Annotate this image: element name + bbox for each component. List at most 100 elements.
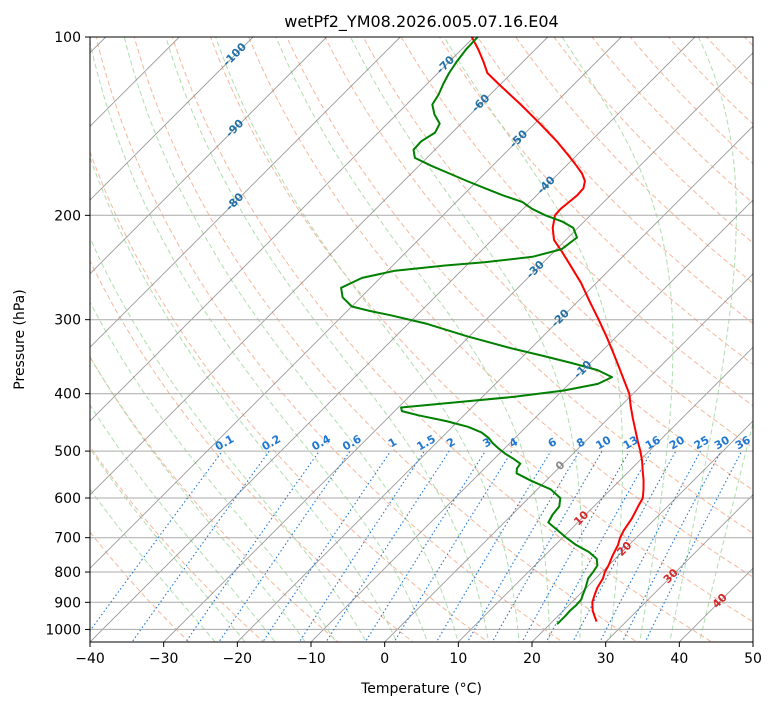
- isotherm-line: [90, 37, 254, 201]
- x-tick-label: 10: [449, 651, 467, 667]
- mixing-ratio-line: [491, 450, 603, 642]
- moist-adiabat-line: [699, 421, 753, 642]
- moist-adiabat-line: [443, 37, 623, 642]
- isotherm-label: 40: [710, 591, 730, 611]
- mixing-ratio-label: 20: [667, 433, 687, 452]
- mixing-ratio-label: 8: [574, 435, 587, 450]
- moist-adiabat-line: [90, 355, 307, 642]
- dry-adiabat-line: [743, 37, 753, 47]
- dewpoint-profile-line: [340, 37, 613, 625]
- mixing-ratio-label: 16: [643, 433, 663, 452]
- x-tick-label: −10: [296, 651, 326, 667]
- dry-adiabat-line: [90, 150, 489, 642]
- x-tick-label: −20: [223, 651, 253, 667]
- x-tick-label: 30: [597, 651, 615, 667]
- mixing-ratio-line: [599, 450, 701, 642]
- isotherm-line: [90, 37, 696, 642]
- dry-adiabat-line: [477, 37, 753, 325]
- mixing-ratio-line: [393, 450, 513, 642]
- mixing-ratio-line: [90, 450, 223, 632]
- isotherm-line: [163, 52, 753, 642]
- isotherm-line: [90, 37, 475, 422]
- dry-adiabat-line: [553, 37, 753, 244]
- mixing-ratio-line: [298, 450, 425, 642]
- x-tick-label: 40: [670, 651, 688, 667]
- isotherm-line: [678, 567, 753, 642]
- moist-adiabat-line: [123, 37, 459, 642]
- dry-adiabat-line: [286, 37, 753, 534]
- isotherm-line: [605, 494, 753, 642]
- isotherm-line: [90, 37, 622, 569]
- y-tick-label: 800: [54, 565, 81, 581]
- y-tick-label: 400: [54, 387, 81, 403]
- x-tick-label: −40: [75, 651, 105, 667]
- y-tick-label: 200: [54, 208, 81, 224]
- y-tick-label: 1000: [45, 622, 81, 638]
- mixing-ratio-label: 0.4: [310, 432, 334, 453]
- x-tick-label: 0: [380, 651, 389, 667]
- isotherm-label: -100: [220, 40, 249, 69]
- moist-adiabat-line: [350, 37, 583, 642]
- mixing-ratio-label: 4: [507, 435, 520, 450]
- plot-frame: [89, 36, 754, 643]
- dry-adiabat-line: [90, 259, 414, 642]
- mixing-ratio-label: 1.5: [414, 432, 437, 453]
- dry-adiabat-line: [705, 37, 753, 86]
- y-tick-label: 500: [54, 444, 81, 460]
- dry-adiabat-line: [515, 37, 753, 284]
- mixing-ratio-line: [621, 450, 722, 642]
- mixing-ratio-line: [435, 450, 552, 642]
- isotherm-line: [310, 199, 753, 642]
- mixing-ratio-label: 30: [712, 433, 732, 452]
- chart-title: wetPf2_YM08.2026.005.07.16.E04: [284, 12, 558, 32]
- isotherm-line: [384, 273, 753, 642]
- isotherm-label: -50: [507, 127, 530, 150]
- line-label-layer: 0.1 0.2 0.4 0.6 1 1.5 2 3 4 6 8 10 13 16 20 25 30 36-100-…: [213, 40, 753, 611]
- x-tick-label: −30: [149, 651, 179, 667]
- dry-adiabat-line: [591, 37, 753, 204]
- moist-adiabat-line: [90, 447, 246, 642]
- dry-adiabat-line: [90, 531, 190, 642]
- moist-adiabat-line: [90, 155, 398, 642]
- y-tick-label: 100: [54, 30, 81, 46]
- y-tick-label: 300: [54, 313, 81, 329]
- moist-adiabat-line: [561, 37, 674, 642]
- x-axis-label: Temperature (°C): [360, 681, 482, 697]
- mixing-ratio-line: [325, 450, 450, 642]
- tick-layer: −40 −30 −20 −10 0 10 20 30 40 50 100 200 300 400 500 60…: [45, 30, 762, 667]
- x-tick-label: 50: [744, 651, 762, 667]
- dry-adiabat-line: [756, 10, 775, 654]
- dry-adiabat-line: [209, 37, 753, 623]
- isotherm-label: -70: [434, 53, 457, 76]
- y-tick-label: 600: [54, 491, 81, 507]
- isotherm-label: -90: [223, 116, 246, 139]
- isotherm-label: -10: [571, 358, 594, 381]
- moist-adiabat-line: [275, 37, 550, 642]
- mixing-ratio-label: 0.6: [340, 432, 364, 453]
- isotherm-line: [531, 420, 753, 642]
- dry-adiabat-line: [629, 37, 753, 165]
- isotherm-label: -20: [549, 306, 572, 329]
- mixing-ratio-line: [466, 450, 580, 642]
- temperature-profile-line: [470, 37, 645, 622]
- isotherm-line: [90, 37, 328, 275]
- mixing-ratio-line: [185, 450, 320, 642]
- isotherm-label: -40: [535, 173, 558, 196]
- isotherm-label: -30: [524, 258, 547, 281]
- moist-adiabat-line: [90, 404, 276, 642]
- dry-adiabat-line: [171, 37, 713, 642]
- isotherm-line: [236, 125, 753, 642]
- isotherm-label: 10: [571, 508, 591, 528]
- dry-adiabat-line: [362, 37, 753, 449]
- moist-adiabat-line: [90, 301, 337, 642]
- moist-adiabat-line: [90, 40, 429, 642]
- moist-adiabat-line: [165, 37, 490, 642]
- series-layer: [340, 37, 645, 625]
- x-tick-label: 20: [523, 651, 541, 667]
- isotherm-line: [90, 37, 549, 496]
- isotherm-line: [752, 641, 753, 642]
- moist-adiabat-line: [669, 37, 737, 642]
- y-axis-label: Pressure (hPa): [12, 289, 28, 389]
